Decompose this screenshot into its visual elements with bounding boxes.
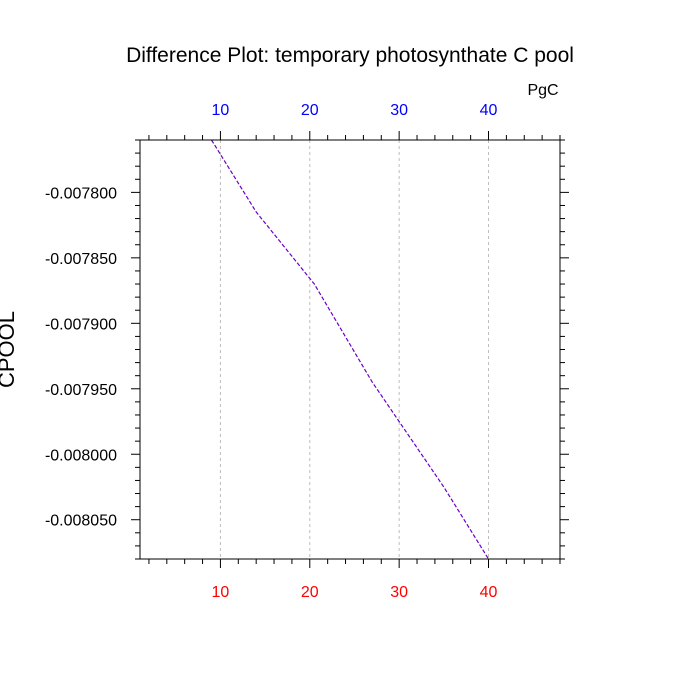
series-layer bbox=[210, 139, 490, 560]
x-tick-label-bottom: 10 bbox=[212, 584, 230, 601]
y-tick-label: -0.007900 bbox=[45, 316, 117, 333]
x-tick-label-top: 20 bbox=[301, 102, 319, 119]
x-tick-label-top: 40 bbox=[480, 102, 498, 119]
x-tick-label-bottom: 20 bbox=[301, 584, 319, 601]
x-tick-label-top: 30 bbox=[390, 102, 408, 119]
grid-lines bbox=[219, 140, 490, 559]
axis-ticks bbox=[131, 131, 569, 568]
y-tick-label: -0.007950 bbox=[45, 382, 117, 399]
y-tick-label: -0.007850 bbox=[45, 251, 117, 268]
series-line bbox=[210, 139, 490, 560]
tick-labels: 10 10 20 20 30 30 40 40 -0.007800 -0.007850 -0.007… bbox=[45, 102, 498, 601]
y-tick-label: -0.008000 bbox=[45, 447, 117, 464]
y-axis-label: CPOOL bbox=[0, 311, 19, 388]
chart-title: Difference Plot: temporary photosynthate… bbox=[126, 44, 574, 67]
plot-frame bbox=[139, 139, 561, 560]
x-tick-label-top: 10 bbox=[212, 102, 230, 119]
top-axis-unit-label: PgC bbox=[527, 82, 558, 99]
x-tick-label-bottom: 40 bbox=[480, 584, 498, 601]
x-tick-label-bottom: 30 bbox=[390, 584, 408, 601]
y-tick-label: -0.008050 bbox=[45, 513, 117, 530]
y-tick-label: -0.007800 bbox=[45, 185, 117, 202]
